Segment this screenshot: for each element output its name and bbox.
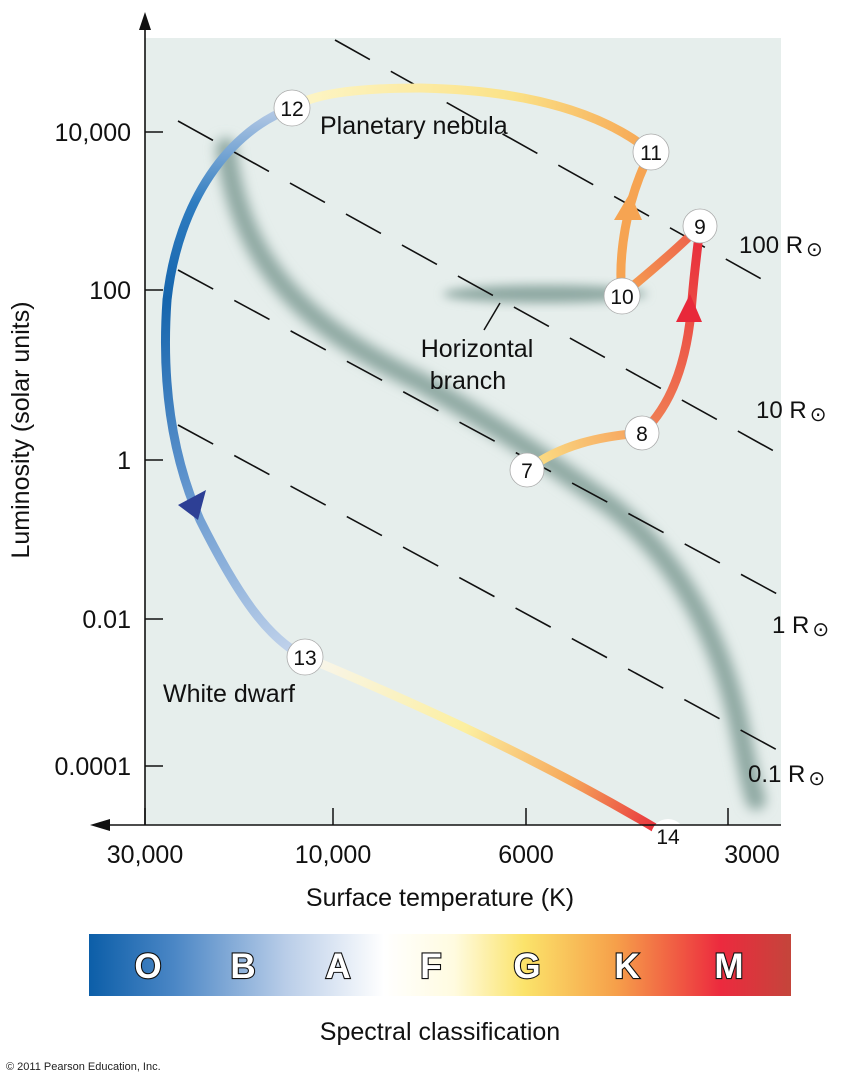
x-axis-title: Surface temperature (K) — [306, 884, 574, 912]
stage-7-marker: 7 — [509, 452, 545, 488]
stage-14-marker: 14 — [651, 819, 685, 853]
y-tick-1: 1 — [117, 447, 131, 475]
spectral-bar: O B A F G K M — [89, 934, 791, 996]
arrow-down-blue-icon — [178, 490, 206, 520]
track-11-12 — [287, 83, 656, 157]
stage-12-label: 12 — [280, 98, 303, 121]
stage-9-marker: 9 — [682, 208, 718, 244]
y-axis: 10,000 100 1 0.01 0.0001 Luminosity (sol… — [7, 12, 163, 825]
horizontal-branch-label-line1: Horizontal — [421, 335, 534, 363]
x-tick-30000: 30,000 — [107, 841, 183, 869]
radius-line-top — [334, 39, 781, 291]
y-tick-10000: 10,000 — [55, 119, 131, 147]
planetary-nebula-label: Planetary nebula — [320, 112, 508, 140]
main-sequence-band — [216, 138, 766, 810]
spectral-letter-a: A — [325, 947, 350, 986]
radius-lines — [177, 39, 781, 753]
y-tick-0-01: 0.01 — [82, 606, 131, 634]
radius-line-10 — [177, 269, 781, 597]
horizontal-branch-leader — [483, 302, 501, 331]
stage-11-marker: 11 — [632, 133, 670, 171]
y-tick-100: 100 — [89, 277, 131, 305]
x-axis-arrow-icon — [90, 819, 110, 831]
radius-label-10: 10 R ⊙ — [756, 397, 826, 426]
stage-7-label: 7 — [521, 460, 533, 483]
y-tick-0-0001: 0.0001 — [55, 753, 131, 781]
radius-line-1 — [177, 424, 781, 753]
stage-10-marker: 10 — [603, 277, 641, 315]
x-tick-10000: 10,000 — [295, 841, 371, 869]
stage-14-label: 14 — [656, 826, 680, 849]
radius-label-100: 100 R ⊙ — [739, 232, 823, 261]
stage-10-label: 10 — [610, 286, 633, 309]
arrow-up-red-icon — [676, 294, 702, 322]
horizontal-branch-label-line2: branch — [430, 367, 506, 395]
stage-8-marker: 8 — [624, 415, 660, 451]
y-axis-title: Luminosity (solar units) — [7, 301, 35, 558]
spectral-letter-g: G — [513, 947, 540, 986]
spectral-letter-b: B — [230, 947, 255, 986]
x-tick-3000: 3000 — [724, 841, 780, 869]
track-bend-13 — [161, 295, 310, 662]
spectral-title: Spectral classification — [320, 1018, 560, 1046]
stage-13-marker: 13 — [286, 638, 324, 676]
radius-line-100 — [177, 120, 781, 456]
track-12-bend — [162, 103, 297, 305]
stage-8-label: 8 — [636, 423, 648, 446]
stage-9-label: 9 — [694, 216, 706, 239]
arrow-up-orange-icon — [614, 193, 642, 220]
stage-markers: 7 8 9 10 11 12 13 14 — [273, 89, 718, 853]
radius-label-0-1: 0.1 R ⊙ — [748, 761, 825, 790]
x-tick-6000: 6000 — [498, 841, 554, 869]
stage-12-marker: 12 — [273, 89, 311, 127]
radius-labels: 100 R ⊙ 10 R ⊙ 1 R ⊙ 0.1 R ⊙ — [739, 232, 829, 790]
spectral-letter-f: F — [420, 947, 441, 986]
copyright-text: © 2011 Pearson Education, Inc. — [6, 1061, 161, 1073]
spectral-gradient — [89, 934, 791, 996]
radius-label-1: 1 R ⊙ — [772, 612, 829, 641]
stage-13-label: 13 — [293, 647, 316, 670]
white-dwarf-label: White dwarf — [163, 680, 295, 708]
spectral-letter-o: O — [134, 947, 161, 986]
spectral-letter-k: K — [614, 947, 639, 986]
track-13-14 — [300, 652, 660, 833]
horizontal-branch-band — [443, 285, 647, 303]
stage-11-label: 11 — [640, 142, 662, 165]
spectral-letter-m: M — [714, 947, 743, 986]
y-axis-arrow-icon — [139, 12, 151, 30]
x-axis: 30,000 10,000 6000 3000 Surface temperat… — [90, 808, 781, 912]
plot-area — [145, 38, 781, 825]
